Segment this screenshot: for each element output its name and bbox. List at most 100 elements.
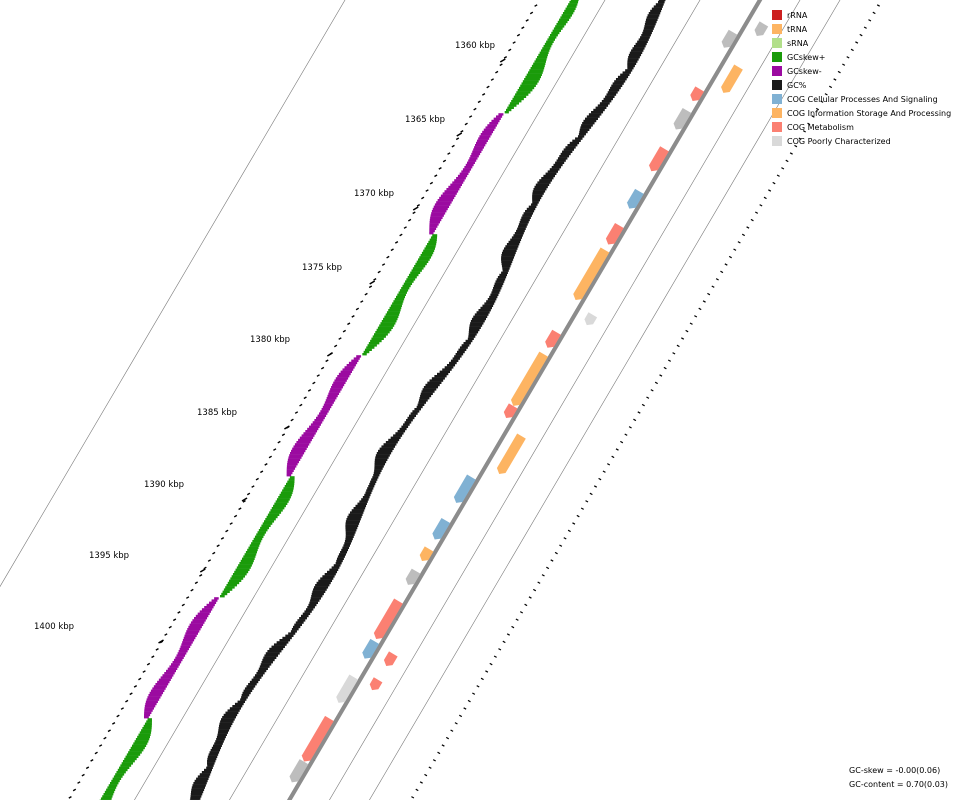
outer-tick xyxy=(685,329,689,333)
gc-content-bar xyxy=(459,346,468,349)
gc-content-bar xyxy=(635,42,647,46)
skew-positive-bar xyxy=(147,718,152,721)
gc-content-bar xyxy=(553,163,563,167)
outer-tick xyxy=(472,692,476,695)
skew-positive-bar xyxy=(262,522,273,525)
gc-content-bar xyxy=(525,210,535,213)
skew-positive-bar xyxy=(568,3,578,6)
gene-arrow xyxy=(649,146,669,172)
gc-skew-track xyxy=(99,0,579,800)
gc-content-bar xyxy=(295,621,304,624)
legend-swatch xyxy=(772,66,782,76)
skew-positive-bar xyxy=(274,502,288,505)
gc-content-bar xyxy=(194,779,208,783)
minor-tick xyxy=(229,522,233,525)
skew-positive-bar xyxy=(518,86,535,90)
gc-content-bar xyxy=(627,58,639,61)
outer-tick xyxy=(576,514,580,518)
skew-positive-bar xyxy=(278,496,291,499)
skew-positive-bar xyxy=(231,575,246,578)
outer-tick xyxy=(620,440,624,444)
gc-content-bar xyxy=(333,564,341,567)
gene-arrow xyxy=(754,21,769,37)
gene-metabolism xyxy=(383,651,398,667)
skew-positive-bar xyxy=(406,278,416,281)
outer-tick xyxy=(550,559,554,562)
gc-content-bar xyxy=(591,111,604,114)
gc-content-bar xyxy=(227,709,240,712)
minor-tick xyxy=(151,655,155,659)
minor-tick xyxy=(325,359,329,363)
gc-content-bar xyxy=(248,683,257,686)
skew-negative-bar xyxy=(434,203,451,206)
gc-content-bar xyxy=(374,467,383,470)
gc-content-bar xyxy=(353,507,366,510)
gc-content-bar xyxy=(503,247,518,250)
skew-negative-bar xyxy=(429,227,437,230)
gc-content-bar xyxy=(501,254,515,257)
gc-content-bar xyxy=(583,119,597,123)
gc-content-bar xyxy=(575,137,583,140)
gc-content-bar xyxy=(291,628,299,631)
gc-content-bar xyxy=(605,95,615,98)
skew-positive-bar xyxy=(261,524,271,527)
skew-negative-bar xyxy=(475,144,486,147)
gene-arrow xyxy=(301,715,334,762)
gc-content-bar xyxy=(490,293,499,296)
gc-content-bar xyxy=(506,243,520,246)
skew-positive-bar xyxy=(280,491,293,494)
legend-item: sRNA xyxy=(772,36,951,50)
gc-content-bar xyxy=(251,678,260,681)
outer-tick xyxy=(820,100,824,103)
skew-positive-bar xyxy=(421,251,434,255)
skew-negative-bar xyxy=(442,192,457,195)
gc-content-bar xyxy=(217,733,227,736)
skew-positive-bar xyxy=(379,324,395,327)
skew-negative-bar xyxy=(495,115,503,118)
gc-content-bar xyxy=(556,159,566,162)
minor-tick xyxy=(107,729,111,733)
skew-negative-bar xyxy=(467,161,475,164)
gc-content-bar xyxy=(557,157,568,160)
gc-content-bar xyxy=(420,392,433,395)
skew-positive-bar xyxy=(104,790,115,794)
minor-tick xyxy=(72,788,77,792)
gc-content-bar xyxy=(335,562,342,565)
gc-content-bar xyxy=(499,273,508,277)
outer-tick xyxy=(785,159,789,163)
skew-negative-bar xyxy=(331,386,343,389)
outer-tick xyxy=(415,788,419,792)
gene-poorly xyxy=(336,674,359,703)
gc-content-bar xyxy=(521,216,531,219)
skew-positive-bar xyxy=(380,322,396,325)
gc-content-bar xyxy=(192,784,206,787)
skew-positive-bar xyxy=(275,500,289,503)
legend-swatch xyxy=(772,80,782,90)
gc-content-bar xyxy=(431,377,445,380)
skew-positive-bar xyxy=(266,515,278,519)
skew-negative-bar xyxy=(310,423,321,426)
skew-positive-bar xyxy=(415,262,427,266)
gc-content-bar xyxy=(373,474,380,477)
gc-content-bar xyxy=(196,777,209,780)
outer-tick xyxy=(463,707,467,710)
gc-content-bar xyxy=(622,71,631,74)
gc-content-bar xyxy=(395,432,404,435)
skew-positive-bar xyxy=(528,71,543,74)
gc-content-bar xyxy=(501,265,511,268)
gc-content-bar xyxy=(257,669,267,673)
gc-content-bar xyxy=(313,586,329,589)
skew-negative-bar xyxy=(328,392,340,395)
skew-negative-bar xyxy=(342,368,354,371)
skew-negative-bar xyxy=(286,474,292,477)
gene-metabolism xyxy=(369,677,383,691)
skew-positive-bar xyxy=(282,489,294,492)
gc-content-bar xyxy=(329,568,339,571)
guide-line xyxy=(369,0,841,800)
outer-tick xyxy=(650,389,654,392)
outer-tick xyxy=(437,751,441,755)
gc-content-bar xyxy=(414,408,421,411)
skew-positive-bar xyxy=(399,289,409,292)
minor-tick xyxy=(482,92,486,96)
gc-content-bar xyxy=(364,493,371,497)
